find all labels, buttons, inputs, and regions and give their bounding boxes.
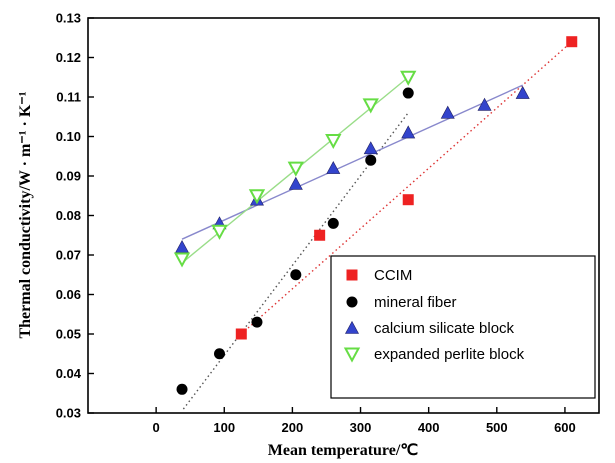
legend-label: CCIM [374, 267, 412, 284]
y-axis-ticks: 0.03 0.04 0.05 0.06 0.07 0.08 0.09 0.10 0.11 0.12… [56, 11, 94, 421]
data-point [440, 105, 455, 119]
data-point [235, 328, 247, 340]
data-point [251, 316, 263, 328]
y-tick-label: 0.03 [56, 406, 81, 421]
data-point [325, 133, 342, 150]
legend-marker [343, 347, 361, 363]
data-point [477, 97, 492, 111]
x-tick-label: 300 [350, 420, 372, 435]
data-point [363, 141, 378, 155]
data-point [326, 160, 341, 174]
y-tick-label: 0.13 [56, 11, 81, 26]
x-tick-label: 400 [418, 420, 440, 435]
data-point [213, 348, 225, 360]
y-tick-label: 0.11 [56, 90, 81, 105]
data-point [314, 229, 326, 241]
data-point [362, 98, 379, 114]
data-point [176, 383, 188, 395]
fit-line [181, 84, 523, 240]
x-tick-label: 600 [554, 420, 576, 435]
data-point [327, 217, 339, 229]
y-tick-label: 0.07 [56, 248, 81, 263]
y-axis-title: Thermal conductivity/W · m⁻¹ · K⁻¹ [17, 91, 34, 338]
legend-marker [346, 269, 358, 281]
data-point [515, 85, 530, 99]
data-point [401, 125, 416, 139]
legend-label: mineral fiber [374, 294, 457, 311]
data-point [173, 252, 191, 268]
x-tick-label: 0 [153, 420, 160, 435]
y-tick-label: 0.12 [56, 50, 81, 65]
data-point [402, 194, 414, 206]
y-tick-label: 0.04 [56, 366, 82, 381]
legend-label: expanded perlite block [374, 346, 525, 363]
data-point [175, 239, 190, 253]
data-point [402, 87, 414, 99]
x-tick-label: 200 [282, 420, 304, 435]
y-tick-label: 0.09 [56, 169, 81, 184]
data-point [400, 70, 417, 86]
data-point [211, 224, 228, 240]
data-point [288, 176, 303, 190]
data-point [365, 154, 377, 166]
legend-label: calcium silicate block [374, 320, 515, 337]
legend: CCIM mineral fiber calcium silicate block e… [330, 255, 596, 399]
y-tick-label: 0.08 [56, 208, 81, 223]
legend-marker [346, 296, 358, 308]
x-tick-label: 500 [486, 420, 508, 435]
data-points [173, 36, 578, 395]
data-point [287, 161, 304, 177]
y-tick-label: 0.05 [56, 327, 81, 342]
x-tick-label: 100 [213, 420, 235, 435]
y-tick-label: 0.06 [56, 287, 81, 302]
fit-line [182, 112, 409, 410]
fit-line [240, 41, 573, 335]
data-point [290, 269, 302, 281]
x-axis-ticks: 0 100 200 300 400 500 600 [153, 407, 576, 435]
legend-box [330, 255, 596, 399]
data-point [566, 36, 578, 48]
y-tick-label: 0.10 [56, 129, 81, 144]
x-axis-title: Mean temperature/℃ [268, 442, 419, 459]
legend-marker [344, 320, 360, 334]
data-point [248, 189, 266, 205]
